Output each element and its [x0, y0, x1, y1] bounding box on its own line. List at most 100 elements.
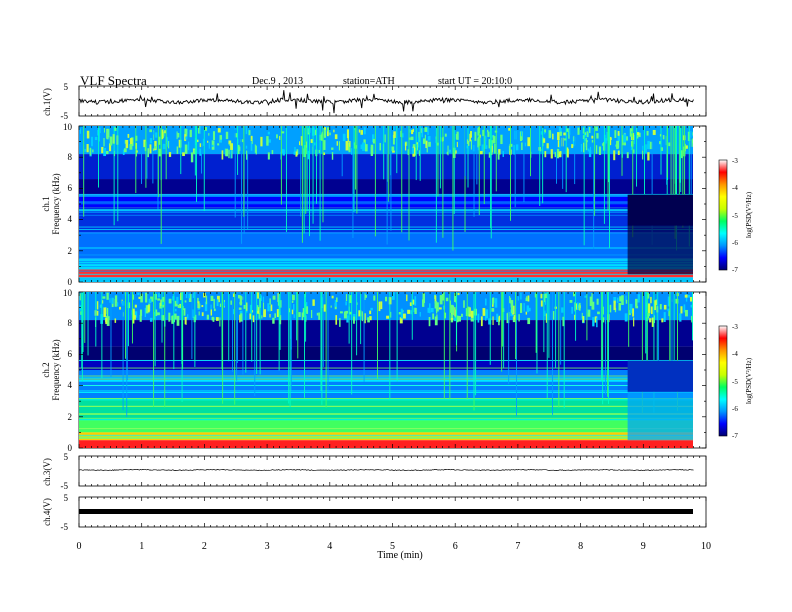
spec-texture — [618, 302, 621, 311]
spec-texture — [483, 135, 487, 146]
spec-texture — [178, 139, 182, 148]
spec-line — [79, 209, 693, 211]
spec-texture — [124, 139, 127, 144]
ch2-cb-tick-m3: -3 — [732, 323, 738, 331]
spec-texture — [281, 131, 285, 134]
ch2-spec-ylabel-channel: ch.2 — [41, 362, 51, 377]
spec-sferic — [135, 126, 137, 194]
spec-sferic — [285, 126, 287, 232]
spec-texture — [184, 300, 187, 303]
spec-texture — [147, 305, 150, 313]
spec-texture — [558, 126, 562, 135]
spec-texture — [392, 292, 395, 300]
spec-texture — [513, 145, 515, 155]
spec-texture — [509, 143, 513, 147]
spec-texture — [369, 316, 372, 321]
spec-texture — [546, 143, 549, 149]
spec-sferic — [452, 126, 454, 251]
spec-texture — [411, 299, 415, 305]
spec-band — [79, 269, 693, 278]
spec-sferic — [555, 292, 557, 369]
spec-band — [79, 398, 693, 420]
spec-texture — [452, 305, 455, 316]
spec-texture — [192, 293, 194, 299]
spec-texture — [649, 318, 652, 323]
spec-sferic — [83, 126, 85, 217]
spec-texture — [667, 299, 670, 302]
spec-texture — [206, 314, 209, 320]
spec-texture — [182, 305, 184, 310]
spec-texture — [262, 296, 265, 303]
spec-sferic — [303, 126, 305, 234]
ch1-cb-tick-m3: -3 — [732, 157, 738, 165]
spec-texture — [645, 144, 647, 153]
spec-texture — [210, 304, 212, 314]
spec-line — [79, 385, 693, 386]
spec-texture — [602, 306, 604, 315]
spec-texture — [210, 309, 213, 316]
spec-sferic — [182, 292, 184, 369]
spec-texture — [105, 318, 108, 325]
ch3-waveform-panel — [78, 455, 707, 487]
spec-texture — [617, 150, 620, 156]
spec-texture — [322, 140, 326, 150]
spec-line — [79, 405, 693, 407]
spec-texture — [373, 295, 376, 301]
spec-texture — [190, 152, 194, 163]
spec-texture — [498, 149, 501, 155]
spec-texture — [125, 139, 129, 149]
spec-texture — [149, 317, 153, 322]
spec-sferic — [241, 126, 243, 244]
spec-texture — [572, 136, 576, 146]
spec-texture — [80, 311, 82, 315]
spec-sferic — [466, 292, 468, 400]
spec-texture — [446, 151, 449, 155]
spec-texture — [484, 145, 488, 149]
spec-sferic — [173, 292, 175, 370]
spec-texture — [263, 311, 266, 317]
spec-texture — [79, 128, 81, 134]
ch2-freq-ticklabels: 0 2 4 6 8 10 — [63, 288, 73, 453]
spec-sferic — [464, 126, 466, 177]
spec-texture — [168, 298, 172, 304]
spec-texture — [539, 148, 542, 152]
spec-texture — [143, 139, 146, 148]
spec-texture — [161, 131, 165, 137]
spec-line — [79, 417, 693, 419]
spec-texture — [426, 145, 428, 153]
spec-texture — [582, 316, 585, 323]
spec-sferic — [354, 126, 356, 190]
spec-texture — [182, 152, 185, 157]
spec-texture — [408, 137, 411, 140]
spec-texture — [329, 132, 331, 136]
spec-texture — [228, 140, 232, 145]
spec-sferic — [653, 292, 655, 413]
spec-transition-region — [627, 225, 693, 275]
spec-texture — [584, 132, 587, 135]
spec-texture — [199, 126, 201, 134]
ch4-ytick-top: 5 — [64, 493, 69, 503]
spec-texture — [295, 151, 298, 157]
spec-sferic — [516, 292, 517, 417]
spec-texture — [449, 300, 452, 310]
spec-texture — [404, 142, 407, 151]
spec-sferic — [306, 126, 308, 212]
spec-texture — [633, 149, 635, 154]
spec-texture — [585, 138, 587, 147]
spec-sferic — [483, 126, 485, 205]
spec-texture — [498, 315, 501, 322]
spec-texture — [458, 315, 461, 322]
spec-sferic — [636, 126, 638, 187]
spec-sferic — [236, 292, 238, 363]
spec-texture — [526, 305, 529, 313]
spec-texture — [439, 295, 443, 305]
spec-sferic — [145, 126, 147, 188]
spec-line — [79, 413, 693, 415]
spec-sferic — [84, 292, 86, 343]
spec-texture — [174, 300, 178, 307]
spec-texture — [427, 127, 429, 135]
spec-sferic — [473, 126, 475, 217]
spec-texture — [444, 312, 447, 319]
spec-texture — [622, 142, 624, 146]
spec-texture — [158, 148, 162, 157]
